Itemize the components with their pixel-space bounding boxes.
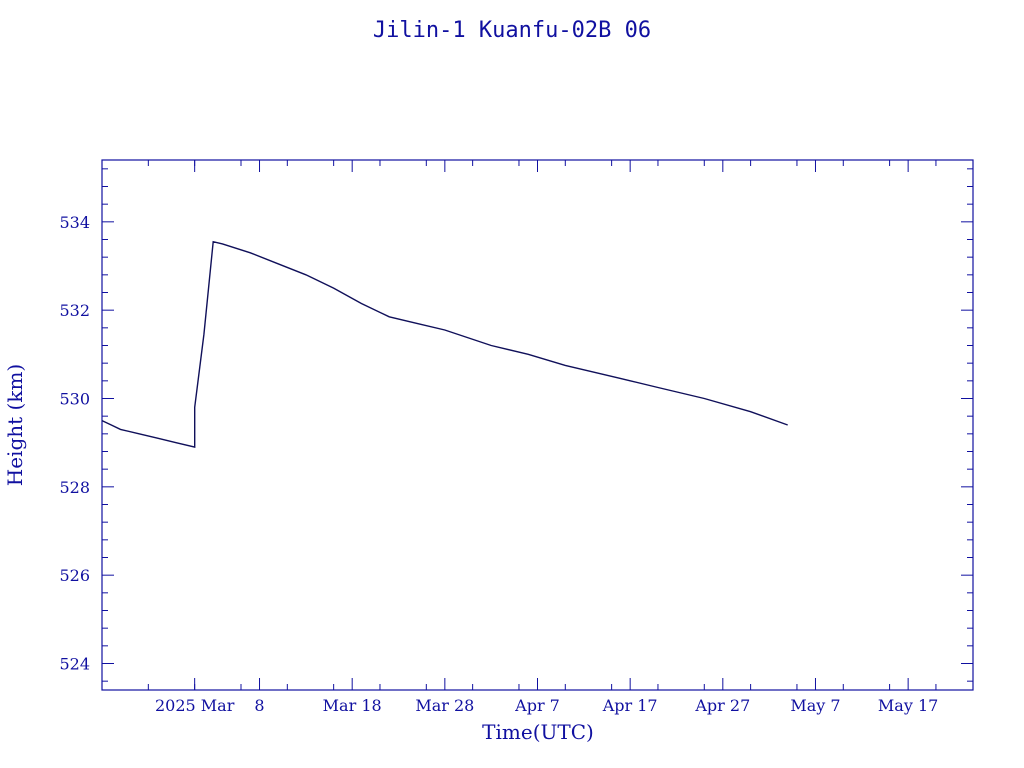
x-tick-label: May 17 <box>878 696 938 715</box>
y-tick-label: 532 <box>59 301 90 320</box>
y-tick-label: 526 <box>59 566 90 585</box>
x-tick-label: 8 <box>254 696 264 715</box>
y-axis-label: Height (km) <box>3 364 27 486</box>
plot-frame <box>101 159 974 691</box>
x-axis-label: Time(UTC) <box>482 720 594 744</box>
x-tick-label: 2025 Mar <box>155 696 235 715</box>
y-tick-label: 528 <box>59 478 90 497</box>
y-tick-label: 524 <box>59 655 90 674</box>
x-tick-label: Mar 18 <box>323 696 382 715</box>
y-tick-label: 530 <box>59 390 90 409</box>
chart-title: Jilin-1 Kuanfu-02B 06 <box>373 18 651 43</box>
y-axis-ticks: 524 526 528 530 532 534 <box>59 168 973 682</box>
x-tick-label: Apr 17 <box>602 696 658 715</box>
x-tick-label: Apr 7 <box>514 696 560 715</box>
x-axis-ticks: 2025 Mar 8 Mar 18 Mar 28 Apr 7 Apr 17 Apr 27 Ma… <box>101 160 938 715</box>
x-tick-label: Mar 28 <box>415 696 474 715</box>
x-tick-label: May 7 <box>790 696 840 715</box>
x-tick-label: Apr 27 <box>694 696 750 715</box>
series-line <box>101 240 788 448</box>
y-tick-label: 534 <box>59 213 90 232</box>
